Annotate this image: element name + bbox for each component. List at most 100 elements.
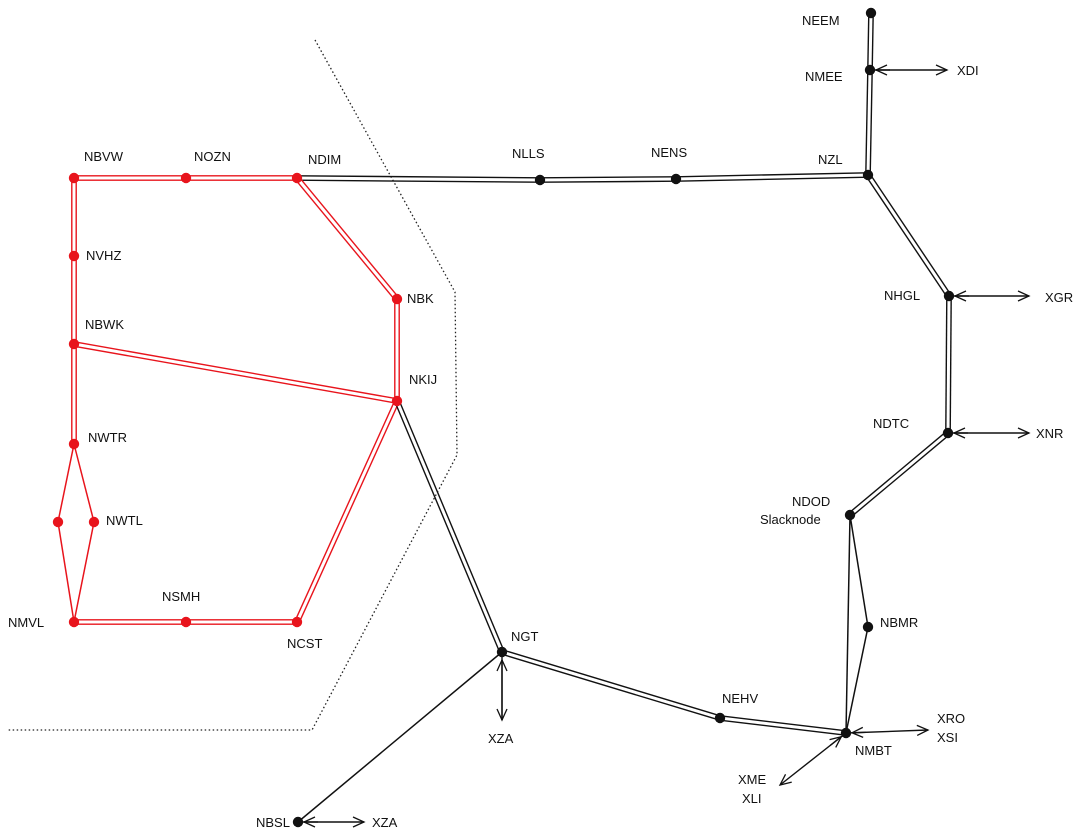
node-label: NCST <box>287 636 322 651</box>
node-label: NENS <box>651 145 687 160</box>
node-label: NMEE <box>805 69 843 84</box>
external-arrow-xme-back <box>829 735 843 748</box>
external-label: XZA <box>372 815 398 830</box>
node-label: NBVW <box>84 149 124 164</box>
line-nwtx-nmvl <box>57 521 75 623</box>
node-label: NWTR <box>88 430 127 445</box>
zone-boundary <box>8 39 458 731</box>
external-label: XNR <box>1036 426 1063 441</box>
external-connections <box>298 64 1031 828</box>
line-ngt-nehv <box>502 649 721 717</box>
line-nmee-nzl <box>865 69 869 175</box>
node-nbvw <box>68 172 80 184</box>
line-nhgl-ndtc <box>949 296 952 434</box>
line-nwtr-nwtx <box>57 443 75 523</box>
node-label: NDIM <box>308 152 341 167</box>
node-label: NGT <box>511 629 539 644</box>
node-label: NDTC <box>873 416 909 431</box>
node-sublabel: Slacknode <box>760 512 821 527</box>
node-labels: XDI XGR XNR XRO XSI XME XLI XZA XZA NEEM NMEE NZL NL… <box>8 13 1073 830</box>
line-nhgl-ndtc <box>945 295 948 433</box>
line-nens-nlls <box>540 180 677 183</box>
node-label: NZL <box>818 152 843 167</box>
node-label: NVHZ <box>86 248 121 263</box>
node-label: NHGL <box>884 288 920 303</box>
line-ncst-nkij <box>294 399 396 622</box>
line-ngt-nbsl <box>297 651 503 823</box>
node-nmvl <box>68 616 80 628</box>
line-ndtc-ndod <box>848 430 948 514</box>
line-nzl-nhgl <box>865 175 948 298</box>
line-nkij-ngt <box>394 401 501 654</box>
node-label: NWTL <box>106 513 143 528</box>
node-nwtx <box>52 516 64 528</box>
node-label: NMBT <box>855 743 892 758</box>
node-nozn <box>180 172 192 184</box>
node-label: NBSL <box>256 815 290 830</box>
node-nwtr <box>68 438 80 450</box>
external-label: XME <box>738 772 767 787</box>
line-nbwk-nkij <box>74 341 398 400</box>
node-label: NLLS <box>512 146 545 161</box>
node-ndtc <box>942 427 954 439</box>
node-nbwk <box>68 338 80 350</box>
node-nmbt <box>840 727 852 739</box>
line-nzl-nens <box>675 172 868 178</box>
node-label: NKIJ <box>409 372 437 387</box>
node-ndim <box>291 172 303 184</box>
node-label: NOZN <box>194 149 231 164</box>
line-nlls-ndim <box>297 175 541 179</box>
external-label-secondary: XLI <box>742 791 762 806</box>
line-nkij-ngt <box>398 399 505 652</box>
line-ndod-nbmr <box>849 514 869 628</box>
line-ngt-nehv <box>501 653 720 721</box>
node-nhgl <box>943 290 955 302</box>
line-ndod-nmbt <box>845 514 851 734</box>
node-label: NBMR <box>880 615 918 630</box>
node-nbsl <box>292 816 304 828</box>
line-ndim-nbk <box>294 178 396 301</box>
line-ncst-nkij <box>298 401 400 624</box>
line-nens-nlls <box>539 176 676 179</box>
external-label-secondary: XSI <box>937 730 958 745</box>
line-nehv-nmbt <box>720 715 847 732</box>
node-ngt <box>496 646 508 658</box>
node-nsmh <box>180 616 192 628</box>
node-neem <box>865 7 877 19</box>
line-nbwk-nkij <box>73 345 397 404</box>
node-label: NBWK <box>85 317 124 332</box>
bus-nodes <box>52 7 955 828</box>
node-nvhz <box>68 250 80 262</box>
line-nbmr-nmbt <box>845 626 869 734</box>
node-nens <box>670 173 682 185</box>
node-label: NMVL <box>8 615 44 630</box>
external-label: XZA <box>488 731 514 746</box>
line-ndim-nbk <box>298 176 400 299</box>
external-label: XDI <box>957 63 979 78</box>
node-nwtl <box>88 516 100 528</box>
line-nmee-nzl <box>869 70 873 176</box>
node-nehv <box>714 712 726 724</box>
external-label: XRO <box>937 711 965 726</box>
node-label: NSMH <box>162 589 200 604</box>
node-ndod <box>844 509 856 521</box>
external-arrow-xro-back <box>850 726 867 738</box>
node-nbk <box>391 293 403 305</box>
node-nlls <box>534 174 546 186</box>
node-label: NBK <box>407 291 434 306</box>
branch-lines <box>57 12 952 823</box>
node-ncst <box>291 616 303 628</box>
node-nbmr <box>862 621 874 633</box>
line-nzl-nhgl <box>869 173 952 296</box>
line-nwtr-nwtl <box>73 443 95 523</box>
line-nlls-ndim <box>296 179 540 183</box>
node-label: NEEM <box>802 13 840 28</box>
line-ndtc-ndod <box>850 434 950 518</box>
node-nkij <box>391 395 403 407</box>
node-label: NEHV <box>722 691 758 706</box>
line-nwtl-nmvl <box>73 521 95 623</box>
line-neem-nmee <box>871 13 874 71</box>
line-nehv-nmbt <box>719 719 846 736</box>
line-nzl-nens <box>676 176 869 182</box>
